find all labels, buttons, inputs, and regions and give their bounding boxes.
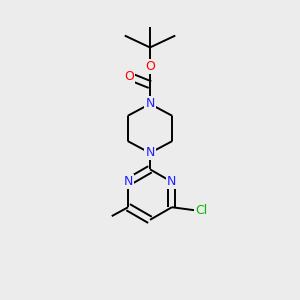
Text: N: N bbox=[145, 98, 155, 110]
Text: N: N bbox=[123, 176, 133, 188]
Text: O: O bbox=[145, 60, 155, 73]
Text: N: N bbox=[145, 146, 155, 160]
Text: N: N bbox=[167, 176, 177, 188]
Text: Cl: Cl bbox=[196, 204, 208, 217]
Text: O: O bbox=[124, 70, 134, 83]
